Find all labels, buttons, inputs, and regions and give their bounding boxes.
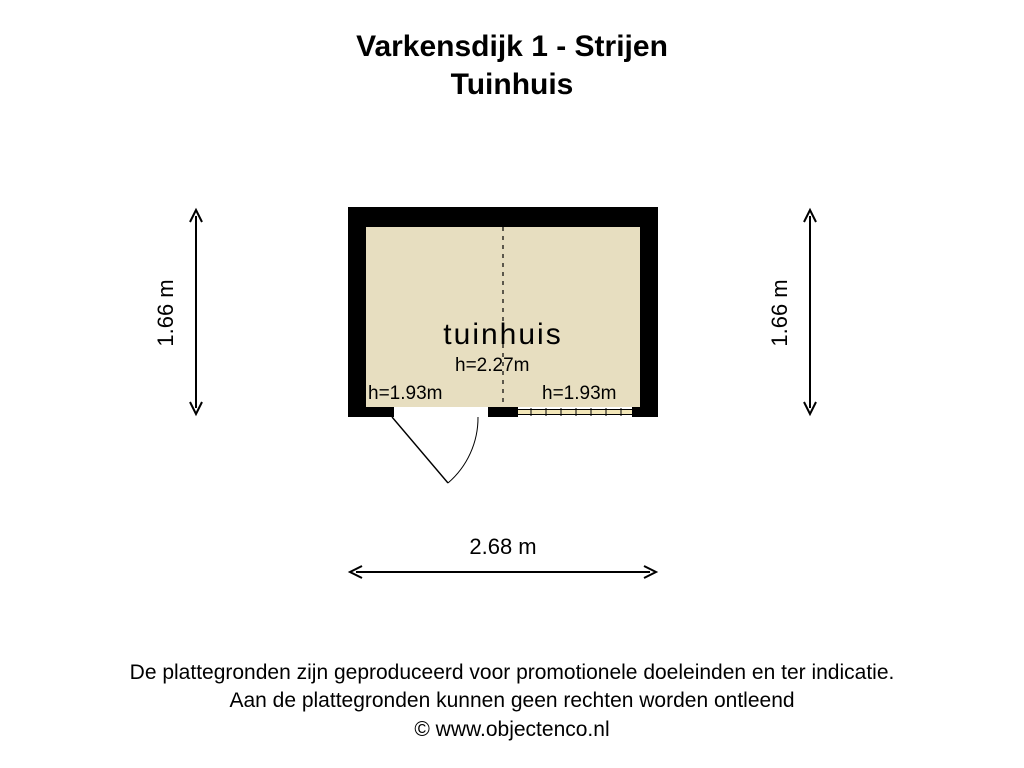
footer-disclaimer: De plattegronden zijn geproduceerd voor … (0, 659, 1024, 744)
dim-right-label: 1.66 m (767, 273, 793, 353)
dim-left-label: 1.66 m (153, 273, 179, 353)
floorplan-canvas: tuinhuis h=2.27m h=1.93m h=1.93m 1.66 m … (0, 0, 1024, 768)
height-center: h=2.27m (455, 355, 529, 377)
height-right: h=1.93m (542, 383, 616, 405)
footer-line-3: © www.objectenco.nl (0, 716, 1024, 744)
height-left: h=1.93m (368, 383, 442, 405)
footer-line-1: De plattegronden zijn geproduceerd voor … (0, 659, 1024, 687)
dim-right (800, 206, 820, 418)
window-mullions (516, 407, 634, 417)
dim-left (186, 206, 206, 418)
window-frame-left (512, 407, 518, 417)
room-name: tuinhuis (366, 318, 640, 352)
footer-line-2: Aan de plattegronden kunnen geen rechten… (0, 687, 1024, 715)
dim-bottom (346, 562, 660, 582)
door-swing (348, 407, 548, 527)
dim-bottom-label: 2.68 m (346, 534, 660, 560)
window-frame-right (632, 407, 638, 417)
